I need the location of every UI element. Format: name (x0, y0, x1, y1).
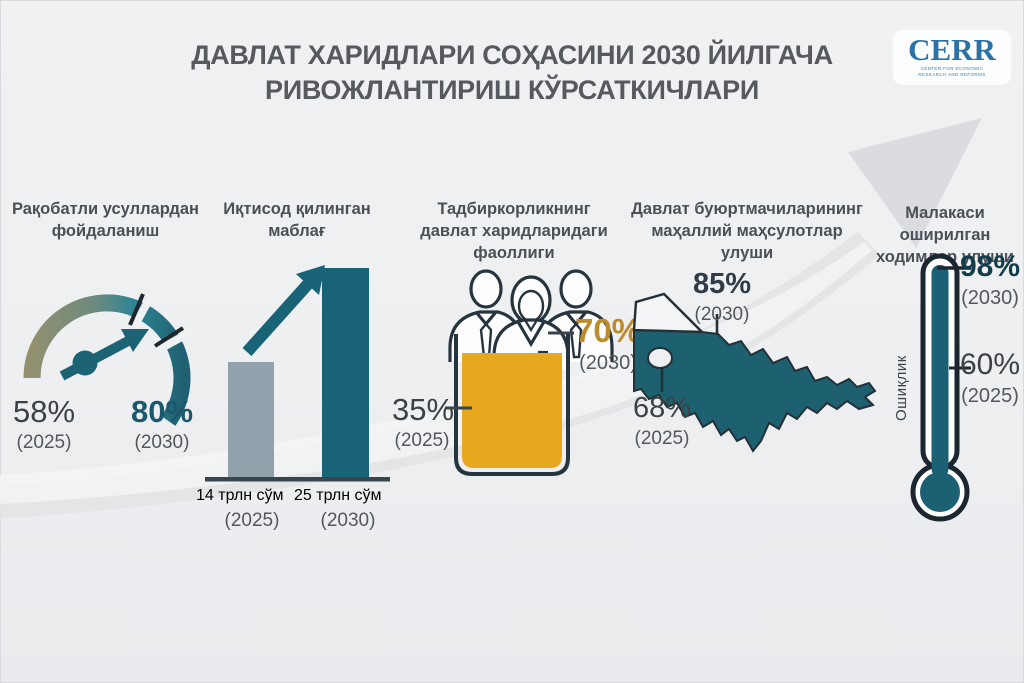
gauge-arc (23, 294, 191, 426)
thermometer-icon (910, 253, 971, 522)
gauge-tick-2 (153, 326, 185, 348)
activity-target: 70% (2030) (572, 314, 644, 373)
cerr-logo-text: CERR (908, 32, 996, 67)
competitive-current: 58% (2025) (6, 396, 82, 452)
savings-current: 14 трлн сўм (2025) (196, 487, 308, 530)
competitive-target-year: (2030) (134, 432, 190, 453)
page-title-line2: РИВОЖЛАНТИРИШ КЎРСАТКИЧЛАРИ (265, 75, 759, 106)
page-title-line1: ДАВЛАТ ХАРИДЛАРИ СОҲАСИНИ 2030 ЙИЛГАЧА (191, 40, 833, 70)
section-title-saved-funds: Иқтисод қилинган маблағ (223, 200, 371, 240)
activity-target-value: 70% (574, 312, 642, 349)
savings-current-value: 14 (196, 487, 214, 504)
trained-staff-current-year: (2025) (961, 385, 1019, 407)
local-products-current: 68% (2025) (626, 392, 698, 449)
savings-target-year: (2030) (320, 510, 376, 531)
thermometer-axis-label: Ошиқлик (893, 355, 910, 421)
trained-staff-current-value: 60% (959, 348, 1021, 381)
local-products-target: 85% (2030) (680, 268, 764, 325)
local-products-target-value: 85% (692, 268, 752, 300)
growth-arrow-shaft (242, 279, 313, 357)
competitive-current-value: 58% (12, 394, 76, 429)
growth-arrow-head (296, 265, 325, 295)
local-products-current-value: 68% (632, 392, 692, 424)
section-title-competitive-methods: Рақобатли усуллардан фойдаланиш (11, 200, 200, 240)
trained-staff-target: 98% (2030) (956, 250, 1024, 309)
gauge-needle-head (121, 329, 149, 352)
activity-current: 35% (2025) (392, 392, 455, 451)
cerr-logo-tagline: CENTER FOR ECONOMIC RESEARCH AND REFORMS (918, 66, 986, 78)
thermometer-fill (931, 265, 949, 477)
activity-fill-orange (462, 353, 562, 468)
page-title: ДАВЛАТ ХАРИДЛАРИ СОҲАСИНИ 2030 ЙИЛГАЧА Р… (140, 38, 884, 108)
bar-2030 (322, 268, 369, 477)
activity-target-year: (2030) (579, 352, 637, 374)
activity-current-value: 35% (392, 392, 455, 427)
section-title-business-activity: Тадбиркорликнинг давлат харидларидаги фа… (420, 200, 608, 262)
cerr-logo: CERR CENTER FOR ECONOMIC RESEARCH AND RE… (893, 30, 1011, 85)
savings-current-unit: трлн сўм (218, 487, 284, 504)
trend-ribbon-highlight (0, 242, 872, 504)
savings-target-unit: трлн сўм (316, 487, 382, 504)
savings-current-year: (2025) (224, 510, 280, 531)
business-people-icon (445, 269, 614, 476)
gauge-needle-hub (72, 350, 98, 376)
gauge-chart-icon (23, 293, 191, 426)
trained-staff-target-value: 98% (959, 250, 1021, 283)
activity-container (454, 334, 570, 476)
savings-target-value: 25 (294, 487, 312, 504)
thermometer-bulb-fill (920, 472, 960, 512)
local-products-current-year: (2025) (634, 428, 690, 449)
local-products-target-year: (2030) (694, 304, 750, 325)
gauge-tick-gap-1 (130, 294, 155, 329)
competitive-target-value: 80% (130, 394, 194, 429)
map-lake-notch (647, 347, 673, 369)
trained-staff-target-year: (2030) (961, 287, 1019, 309)
trained-staff-current: 60% (2025) (956, 348, 1024, 407)
bar-chart-icon (205, 265, 390, 482)
map-filled-region (633, 292, 877, 453)
map-unfilled-region (632, 292, 705, 334)
trend-arrowhead (848, 118, 982, 248)
activity-current-year: (2025) (394, 430, 450, 451)
uzbekistan-map-icon (632, 292, 877, 453)
gauge-tick-gap-2 (156, 329, 191, 354)
gauge-tick-1 (128, 293, 145, 326)
competitive-target: 80% (2030) (124, 396, 200, 452)
savings-target: 25 трлн сўм (2030) (294, 487, 402, 530)
bar-baseline (205, 477, 390, 482)
section-title-local-products: Давлат буюртмачиларининг маҳаллий маҳсул… (631, 200, 863, 262)
bar-2025 (228, 362, 274, 477)
competitive-current-year: (2025) (16, 432, 72, 453)
